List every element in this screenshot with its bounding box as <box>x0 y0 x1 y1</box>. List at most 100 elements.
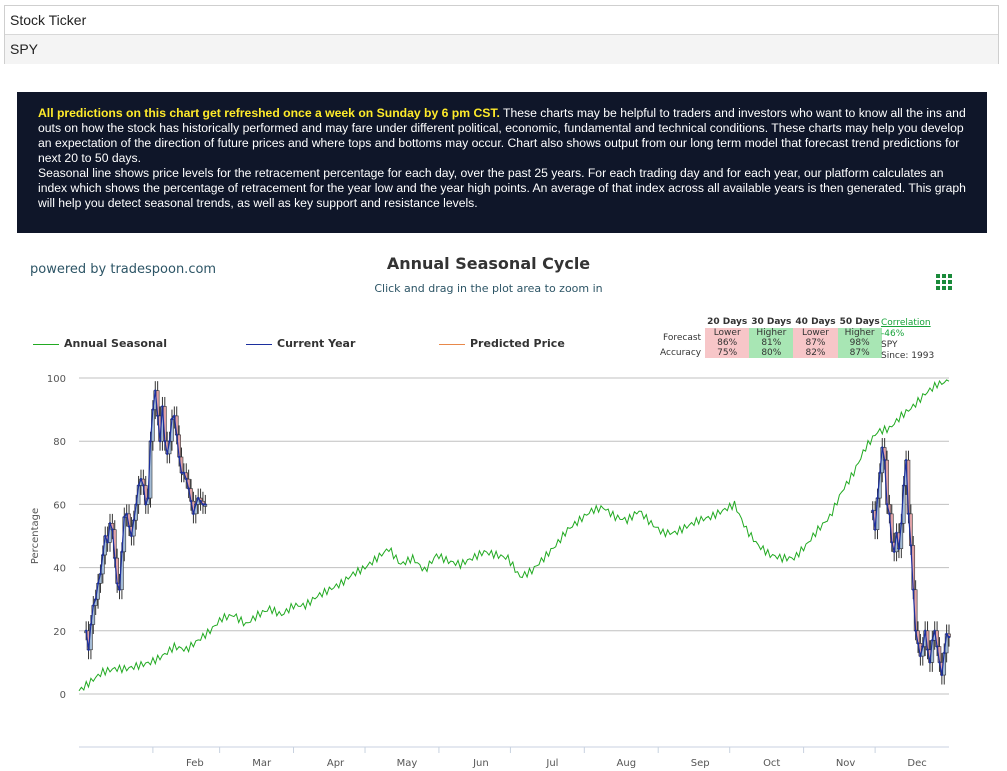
accuracy-cell: 82% <box>793 348 838 358</box>
current-year-point <box>170 417 174 421</box>
current-year-point <box>907 512 910 516</box>
current-year-point <box>175 433 178 437</box>
forecast-pct: 87% <box>805 338 826 348</box>
current-year-point <box>928 661 932 664</box>
forecast-header: 30 Days <box>751 317 792 327</box>
current-year-point <box>146 496 150 500</box>
current-year-point <box>185 477 188 481</box>
current-year-point <box>873 528 877 531</box>
current-year-point <box>144 503 147 506</box>
current-year-point <box>149 440 152 443</box>
y-axis-label: Percentage <box>30 508 41 564</box>
current-year-point <box>890 541 893 544</box>
correlation-value: -46% <box>881 329 905 339</box>
current-year-point <box>180 471 183 474</box>
current-year-point <box>895 531 898 535</box>
current-year-point <box>118 588 121 591</box>
y-tick-label: 100 <box>47 374 66 385</box>
current-year-point <box>931 639 934 642</box>
current-year-point <box>199 500 202 503</box>
current-year-point <box>900 522 903 525</box>
current-year-point <box>84 629 88 632</box>
current-year-point <box>876 496 879 500</box>
x-tick-label: Oct <box>763 758 780 769</box>
current-year-point <box>158 440 162 443</box>
current-year-point <box>935 645 939 648</box>
current-year-point <box>871 509 874 512</box>
current-year-point <box>919 654 922 658</box>
current-year-point <box>177 455 181 459</box>
current-year-point <box>885 503 889 506</box>
y-tick-label: 0 <box>60 690 66 701</box>
info-text-2: Seasonal line shows price levels for the… <box>38 166 966 210</box>
current-year-point <box>135 503 138 506</box>
legend-label: Annual Seasonal <box>64 337 167 350</box>
correlation-link[interactable]: Correlation <box>881 318 931 328</box>
current-year-point <box>189 500 193 503</box>
current-year-point <box>945 632 948 636</box>
current-year-point <box>943 651 946 655</box>
forecast-direction: Lower <box>713 328 741 338</box>
ticker-input[interactable]: SPY <box>5 35 998 64</box>
x-tick-label: Apr <box>327 758 345 769</box>
current-year-point <box>187 487 190 490</box>
current-year-point <box>89 623 93 626</box>
current-year-point <box>892 550 896 553</box>
current-year-point <box>881 446 884 449</box>
correlation-symbol: SPY <box>881 340 898 350</box>
current-year-point <box>94 598 97 601</box>
powered-by-link[interactable]: powered by tradespoon.com <box>30 262 217 277</box>
y-tick-label: 80 <box>53 437 66 448</box>
current-year-point <box>926 648 929 651</box>
current-year-point <box>182 471 186 474</box>
accuracy-row-label: Accuracy <box>660 348 702 358</box>
accuracy-cell: 80% <box>749 348 794 358</box>
current-year-point <box>120 550 124 553</box>
current-year-point <box>194 503 197 506</box>
series-current-year <box>85 390 206 650</box>
x-tick-label: Aug <box>617 758 637 769</box>
forecast-pct: 81% <box>761 338 782 348</box>
info-text-1: These charts may be helpful to traders a… <box>38 106 966 165</box>
current-year-point <box>111 528 114 531</box>
current-year-point <box>154 389 157 392</box>
current-year-point <box>938 661 941 664</box>
current-year-point <box>897 547 901 550</box>
chart-menu-icon[interactable] <box>936 274 952 290</box>
info-highlight: All predictions on this chart get refres… <box>38 106 500 120</box>
current-year-point <box>165 452 169 456</box>
forecast-header: 20 Days <box>707 317 748 327</box>
accuracy-cell: 87% <box>837 348 882 358</box>
current-year-point <box>168 440 171 443</box>
current-year-point <box>101 553 105 557</box>
current-year-point <box>921 645 924 648</box>
current-year-point <box>123 515 126 519</box>
accuracy-cell: 75% <box>705 348 750 358</box>
forecast-cell: Lower 87% <box>793 328 838 348</box>
current-year-point <box>96 582 100 585</box>
x-tick-label: Nov <box>836 758 856 769</box>
current-year-point <box>151 408 155 411</box>
current-year-point <box>940 673 944 677</box>
current-year-point <box>173 414 176 418</box>
current-year-point <box>156 414 159 418</box>
current-year-point <box>161 405 164 408</box>
forecast-direction: Lower <box>802 328 829 338</box>
current-year-point <box>127 525 131 528</box>
current-year-point <box>916 642 920 645</box>
current-year-point <box>947 635 951 639</box>
current-year-point <box>192 512 195 516</box>
current-year-point <box>904 458 908 462</box>
current-year-point <box>914 629 917 632</box>
current-year-point <box>87 648 90 651</box>
ticker-label: Stock Ticker <box>5 6 998 35</box>
series-annual-seasonal <box>78 379 950 692</box>
current-year-point <box>104 534 107 538</box>
current-year-point <box>137 484 140 487</box>
correlation-box: Correlation -46% SPY Since: 1993 <box>881 318 934 362</box>
current-year-point <box>163 440 167 443</box>
ticker-panel: Stock Ticker SPY <box>4 5 999 64</box>
x-tick-label: Mar <box>252 758 272 769</box>
forecast-header: 40 Days <box>795 317 836 327</box>
